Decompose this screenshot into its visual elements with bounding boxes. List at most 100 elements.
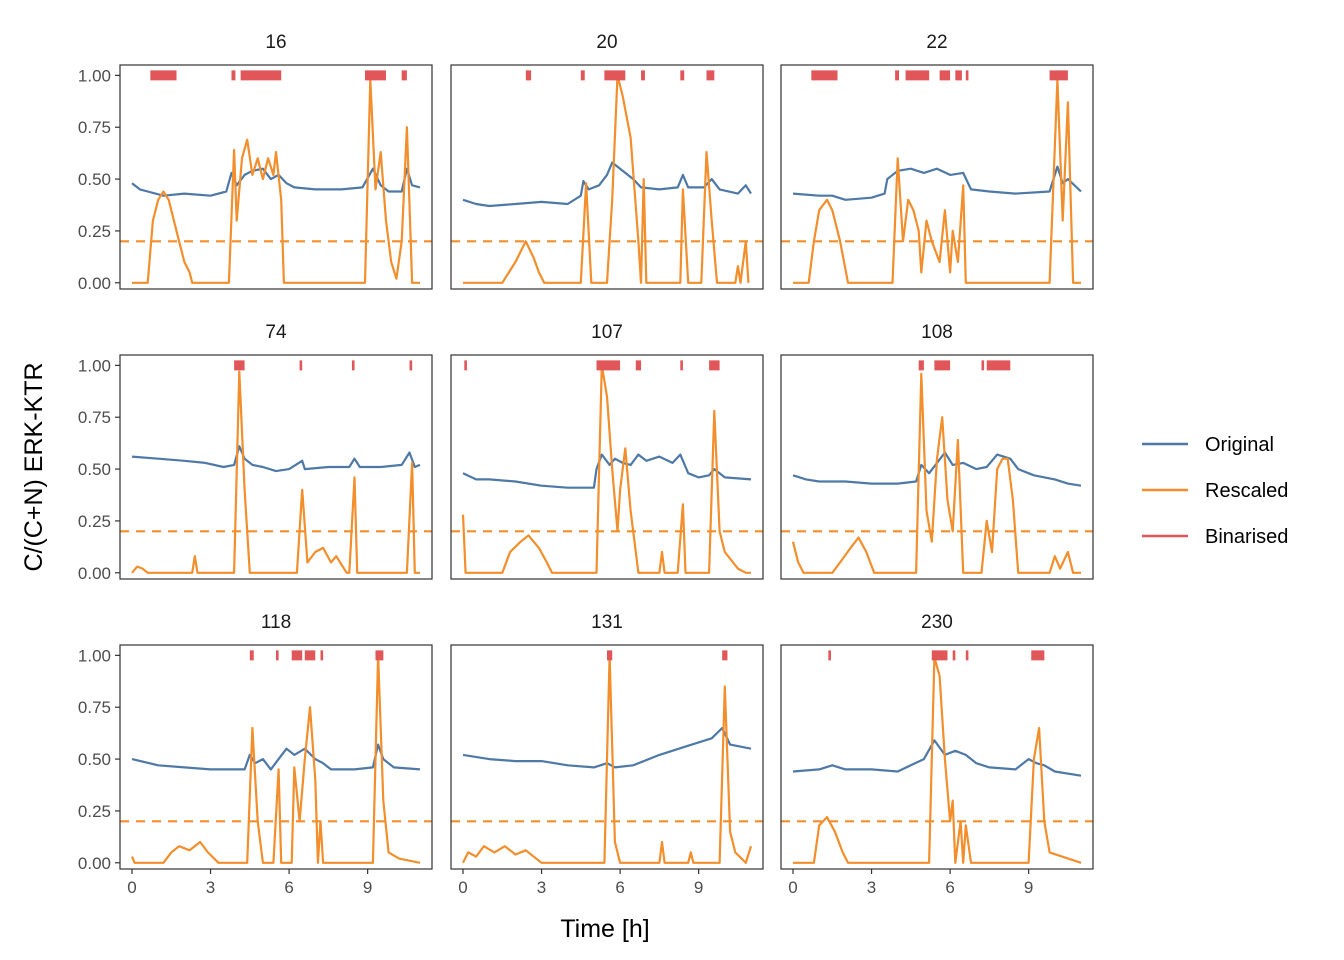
panel-230: 230 0 3 6 9 (780, 612, 1094, 897)
binarised-segment (240, 70, 282, 81)
binarised-segment (464, 360, 467, 371)
binarised-segment (955, 70, 962, 81)
original-series-line (462, 726, 752, 769)
legend-label-binarised: Binarised (1205, 526, 1288, 548)
x-tick-label: 0 (127, 878, 136, 897)
panel-border (780, 64, 1094, 290)
original-series-line (462, 453, 752, 489)
y-tick-label: 0.75 (78, 408, 111, 427)
panel-title: 16 (265, 32, 286, 53)
panel-border (119, 644, 433, 870)
y-tick-label: 0.25 (78, 512, 111, 531)
y-tick-label: 0.75 (78, 698, 111, 717)
legend: Original Rescaled Binarised (1142, 434, 1288, 548)
rescaled-series-line (793, 78, 1081, 284)
panel-16: 16 0.00 0.25 0.50 0.75 1.00 (78, 32, 433, 293)
panel-title: 74 (265, 322, 287, 343)
binarised-segment (351, 360, 355, 371)
binarised-segment (231, 70, 236, 81)
binarised-segment (401, 70, 407, 81)
panel-border (450, 354, 764, 580)
binarised-segment (249, 650, 254, 661)
y-tick-label: 0.50 (78, 170, 111, 189)
binarised-segment (365, 70, 386, 81)
binarised-segment (525, 70, 532, 81)
x-tick-label: 3 (867, 878, 876, 897)
binarised-segment (304, 650, 316, 661)
rescaled-series-line (130, 654, 421, 864)
binarised-segment (934, 360, 951, 371)
original-series-line (131, 445, 421, 473)
original-series-line (462, 161, 752, 208)
panel-title: 108 (921, 322, 953, 343)
rescaled-series-line (793, 656, 1082, 864)
panel-border (450, 64, 764, 290)
y-tick-label: 0.25 (78, 222, 111, 241)
panel-title: 230 (921, 612, 953, 633)
panel-title: 107 (591, 322, 623, 343)
panel-border (780, 354, 1094, 580)
original-series-line (792, 451, 1082, 487)
binarised-segment (965, 650, 969, 661)
panel-74: 74 0.00 0.25 0.50 0.75 1.00 (78, 322, 433, 583)
original-series-line (131, 167, 421, 197)
panel-131: 131 0 3 6 9 (450, 612, 764, 897)
x-tick-label: 9 (363, 878, 372, 897)
binarised-segment (918, 360, 924, 371)
panel-border (119, 354, 433, 580)
binarised-segment (596, 360, 621, 371)
y-tick-label: 0.50 (78, 460, 111, 479)
x-tick-label: 6 (284, 878, 293, 897)
x-tick-label: 0 (458, 878, 467, 897)
y-tick-label: 1.00 (78, 356, 111, 375)
panel-border (450, 644, 764, 870)
y-tick-label: 0.50 (78, 750, 111, 769)
binarised-segment (607, 650, 613, 661)
binarised-segment (939, 70, 951, 81)
y-tick-label: 0.00 (78, 564, 111, 583)
y-tick-label: 0.00 (78, 854, 111, 873)
y-axis-title: C/(C+N) ERK-KTR (20, 362, 48, 571)
binarised-segment (706, 70, 715, 81)
binarised-segment (828, 650, 831, 661)
binarised-segment (580, 70, 585, 81)
binarised-segment (291, 650, 303, 661)
binarised-segment (680, 70, 685, 81)
binarised-segment (641, 70, 645, 81)
legend-label-rescaled: Rescaled (1205, 480, 1288, 502)
rescaled-series-line (791, 372, 1081, 574)
x-tick-label: 6 (615, 878, 624, 897)
y-tick-label: 1.00 (78, 646, 111, 665)
panel-20: 20 (450, 32, 764, 290)
binarised-segment (905, 70, 930, 81)
binarised-segment (680, 360, 683, 371)
binarised-segment (709, 360, 720, 371)
panel-border (119, 64, 433, 290)
binarised-segment (952, 650, 956, 661)
binarised-segment (965, 70, 969, 81)
binarised-segment (299, 360, 303, 371)
x-axis-title: Time [h] (560, 915, 649, 943)
binarised-segment (320, 650, 324, 661)
binarised-segment (150, 70, 177, 81)
x-tick-label: 9 (694, 878, 703, 897)
rescaled-series-line (462, 654, 753, 864)
binarised-segment (234, 360, 245, 371)
panel-title: 131 (591, 612, 623, 633)
panel-22: 22 (780, 32, 1094, 290)
x-tick-label: 9 (1024, 878, 1033, 897)
y-tick-label: 0.75 (78, 118, 111, 137)
x-tick-label: 3 (537, 878, 546, 897)
binarised-segment (981, 360, 985, 371)
rescaled-series-line (132, 78, 420, 284)
original-series-line (792, 739, 1082, 777)
binarised-segment (895, 70, 900, 81)
rescaled-series-line (463, 74, 750, 284)
panel-108: 108 (780, 322, 1094, 580)
binarised-segment (635, 360, 642, 371)
binarised-segment (604, 70, 626, 81)
binarised-segment (722, 650, 728, 661)
binarised-segment (1031, 650, 1045, 661)
binarised-segment (931, 650, 948, 661)
